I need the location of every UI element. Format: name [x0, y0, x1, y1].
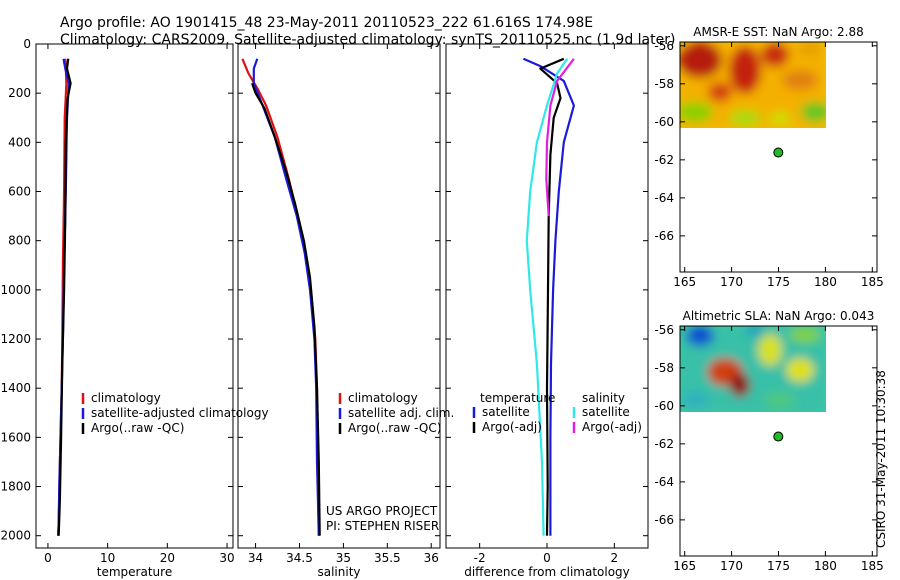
altimetric_sla-xtick-label: 170 [720, 559, 743, 573]
depth-tick-label: 1200 [0, 332, 31, 346]
credit-text: US ARGO PROJECT [326, 504, 438, 518]
salinity-xtick-label: 35 [336, 551, 351, 565]
salinity-xtick-label: 34 [248, 551, 263, 565]
sst-field [680, 42, 826, 128]
difference-legend-label: satellite [482, 405, 530, 419]
difference-legend-label: Argo(-adj) [482, 420, 542, 434]
amsr-sst-map: AMSR-E SST: NaN Argo: 2.88 165 170 175 180 18… [654, 25, 883, 289]
legend-header-salinity: salinity [582, 391, 625, 405]
salinity-legend-label: Argo(..raw -QC) [348, 421, 441, 435]
temperature-xtick-label: 0 [44, 551, 52, 565]
salinity-series-line-2 [251, 82, 321, 536]
depth-tick-label: 1000 [0, 283, 31, 297]
sla-field [680, 326, 826, 412]
difference-xtick-label: 0 [543, 551, 551, 565]
amsr_sst-xtick-label: 165 [673, 275, 696, 289]
amsr_sst-ytick-label: -62 [654, 153, 674, 167]
salinity-xlabel: salinity [317, 565, 360, 579]
salinity-frame [237, 43, 441, 549]
altimetric_sla-argo-marker [773, 431, 784, 442]
salinity-xtick-label: 34.5 [286, 551, 313, 565]
temperature-frame [35, 43, 234, 549]
temperature-xtick-label: 20 [160, 551, 175, 565]
amsr_sst-xtick-label: 175 [767, 275, 790, 289]
amsr_sst-xtick-label: 180 [814, 275, 837, 289]
depth-tick-label: 400 [8, 135, 31, 149]
credit-text: PI: STEPHEN RISER [326, 519, 439, 533]
temperature-xlabel: temperature [97, 565, 172, 579]
salinity-legend-label: satellite adj. clim. [348, 406, 454, 420]
depth-tick-label: 200 [8, 86, 31, 100]
altimetric_sla-xtick-label: 185 [861, 559, 884, 573]
temperature-xtick-label: 30 [219, 551, 234, 565]
amsr_sst-ytick-label: -60 [654, 115, 674, 129]
depth-tick-label: 2000 [0, 529, 31, 543]
altimetric_sla-title: Altimetric SLA: NaN Argo: 0.043 [683, 309, 875, 323]
salinity-series-line-0 [241, 58, 320, 536]
amsr_sst-xtick-label: 170 [720, 275, 743, 289]
amsr_sst-title: AMSR-E SST: NaN Argo: 2.88 [693, 25, 863, 39]
difference-legend-label: satellite [582, 405, 630, 419]
temperature-legend-label: satellite-adjusted climatology [91, 406, 269, 420]
difference-series-line-1 [539, 57, 565, 536]
altimetric_sla-xtick-label: 175 [767, 559, 790, 573]
side-stamp: CSIRO 31-May-2011 10:30:38 [874, 370, 888, 548]
amsr_sst-xtick-label: 185 [861, 275, 884, 289]
altimetric_sla-ytick-label: -66 [654, 513, 674, 527]
difference-series-line-2 [525, 58, 569, 536]
altimetric_sla-xtick-label: 165 [673, 559, 696, 573]
altimetric-sla-map: Altimetric SLA: NaN Argo: 0.043 165 170 175… [654, 309, 883, 573]
temperature-legend-label: climatology [91, 391, 161, 405]
altimetric_sla-ytick-label: -62 [654, 437, 674, 451]
altimetric_sla-ytick-label: -56 [654, 323, 674, 337]
altimetric_sla-ytick-label: -60 [654, 399, 674, 413]
altimetric_sla-ytick-label: -64 [654, 475, 674, 489]
amsr_sst-argo-marker [773, 147, 784, 158]
temperature-legend-label: Argo(..raw -QC) [91, 421, 184, 435]
amsr_sst-ytick-label: -64 [654, 191, 674, 205]
depth-tick-label: 0 [23, 37, 31, 51]
depth-tick-label: 1800 [0, 480, 31, 494]
difference-legend-label: Argo(-adj) [582, 420, 642, 434]
salinity-xtick-label: 36 [424, 551, 439, 565]
temperature-series-line-2 [57, 58, 72, 536]
altimetric_sla-ytick-label: -58 [654, 361, 674, 375]
legend-header-temperature: temperature [480, 391, 555, 405]
difference-xlabel: difference from climatology [464, 565, 630, 579]
amsr_sst-ytick-label: -58 [654, 77, 674, 91]
title-line-2: Climatology: CARS2009. Satellite-adjuste… [60, 32, 675, 48]
title-line-1: Argo profile: AO 1901415_48 23-May-2011 … [60, 15, 593, 31]
difference-xtick-label: -2 [474, 551, 486, 565]
depth-tick-label: 600 [8, 185, 31, 199]
salinity-legend-label: climatology [348, 391, 418, 405]
temperature-xtick-label: 10 [100, 551, 115, 565]
temperature-panel: 0 10 20 30 0 200 400 600 800 1000 1200 1400 1600 1800… [0, 37, 268, 579]
salinity-panel: 34 34.5 35 35.5 36 salinity climatologysatelli… [237, 43, 454, 579]
depth-tick-label: 1400 [0, 381, 31, 395]
depth-tick-label: 1600 [0, 430, 31, 444]
amsr_sst-ytick-label: -56 [654, 39, 674, 53]
altimetric_sla-xtick-label: 180 [814, 559, 837, 573]
depth-tick-label: 800 [8, 234, 31, 248]
salinity-xtick-label: 35.5 [374, 551, 401, 565]
salinity-series-line-1 [252, 58, 320, 536]
difference-series-line-3 [545, 58, 575, 217]
amsr_sst-ytick-label: -66 [654, 229, 674, 243]
difference-xtick-label: 2 [611, 551, 619, 565]
